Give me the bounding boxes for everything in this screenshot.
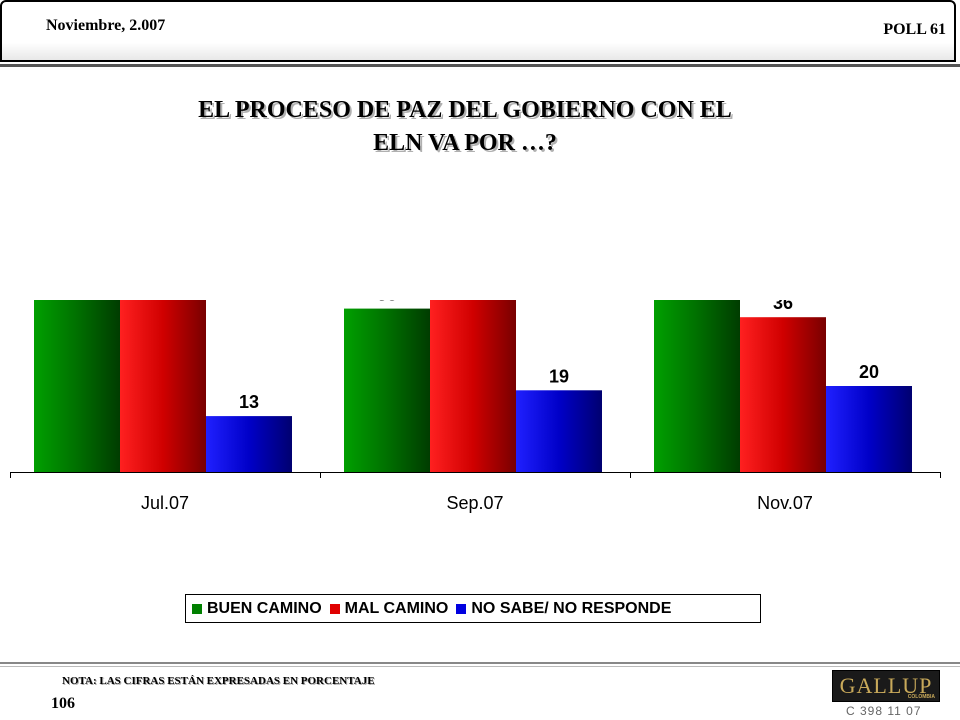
x-tick-label: Jul.07 (141, 493, 189, 513)
bar-1-0 (120, 300, 206, 472)
header-poll: POLL 61 (883, 21, 946, 38)
header-box (0, 0, 956, 62)
header-date: Noviembre, 2.007 (46, 17, 166, 34)
chart-legend: BUEN CAMINO MAL CAMINO NO SABE/ NO RESPO… (185, 594, 761, 623)
legend-label: MAL CAMINO (344, 599, 449, 617)
bar-0-0 (34, 300, 120, 472)
x-tick-label: Nov.07 (757, 493, 813, 513)
legend-item-mal-camino: MAL CAMINO (329, 599, 449, 618)
legend-swatch-blue (456, 603, 467, 614)
chart-title-line-1: EL PROCESO DE PAZ DEL GOBIERNO CON EL (198, 97, 732, 123)
x-tick-label: Sep.07 (446, 493, 503, 513)
legend-item-buen-camino: BUEN CAMINO (192, 600, 322, 618)
header-divider (0, 64, 960, 67)
data-label: 36 (773, 300, 793, 313)
bar-2-2 (826, 386, 912, 472)
logo-sub: COLOMBIA (907, 694, 935, 700)
logo-brand: GALLUP (839, 673, 933, 698)
bar-0-1 (344, 308, 430, 472)
bar-2-1 (516, 390, 602, 472)
data-label: 38 (377, 300, 397, 305)
footer-divider-thin (0, 666, 960, 667)
data-label: 20 (859, 362, 879, 382)
bar-0-2 (654, 300, 740, 472)
legend-label: BUEN CAMINO (207, 599, 322, 617)
bar-2-0 (206, 416, 292, 472)
gallup-logo: GALLUP COLOMBIA (832, 670, 940, 702)
legend-swatch-red (329, 603, 340, 614)
data-label: 19 (549, 366, 569, 386)
legend-label: NO SABE/ NO RESPONDE (471, 599, 672, 617)
page-number: 106 (51, 695, 75, 712)
legend-swatch-green (192, 603, 202, 614)
footer-note: NOTA: LAS CIFRAS ESTÁN EXPRESADAS EN POR… (62, 675, 375, 687)
data-label: 13 (239, 392, 259, 412)
legend-item-no-sabe: NO SABE/ NO RESPONDE (456, 600, 671, 618)
bar-1-2 (740, 317, 826, 472)
footer-divider (0, 662, 960, 664)
document-code: C 398 11 07 (846, 704, 922, 718)
bar-1-1 (430, 300, 516, 472)
chart-title-line-2: ELN VA POR …? (373, 130, 557, 156)
